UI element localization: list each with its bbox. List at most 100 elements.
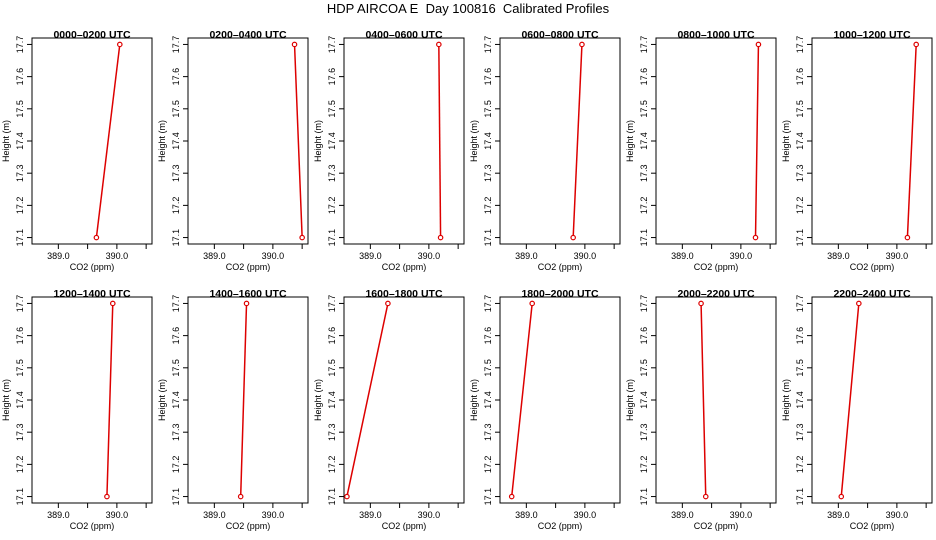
plot-frame	[499, 37, 621, 245]
data-point	[109, 300, 116, 307]
y-axis-label: Height (m)	[1, 379, 11, 421]
y-tick-label: 17.7	[639, 295, 649, 313]
data-point	[237, 493, 244, 500]
profile-line	[840, 303, 860, 497]
y-tick-label: 17.2	[327, 456, 337, 474]
x-axis-label: CO2 (ppm)	[850, 262, 895, 272]
data-point	[104, 493, 110, 500]
y-tick-label: 17.1	[327, 488, 337, 506]
y-tick-label: 17.5	[639, 359, 649, 377]
y-axis-label: Height (m)	[157, 120, 167, 162]
y-tick-label: 17.1	[795, 488, 805, 506]
x-tick-label: 389.0	[671, 251, 694, 261]
y-tick-label: 17.6	[15, 327, 25, 345]
profile-line	[293, 44, 303, 238]
data-point	[856, 300, 862, 307]
y-tick-label: 17.4	[327, 132, 337, 150]
y-tick-label: 17.1	[327, 229, 337, 247]
panel-title: 2200–2400 UTC	[833, 288, 910, 300]
y-tick-label: 17.2	[15, 456, 25, 474]
y-tick-label: 17.3	[327, 423, 337, 441]
data-point	[437, 234, 444, 241]
x-axis-label: CO2 (ppm)	[850, 521, 895, 531]
y-tick-label: 17.6	[327, 327, 337, 345]
x-axis-label: CO2 (ppm)	[382, 262, 427, 272]
x-tick-label: 390.0	[418, 251, 441, 261]
y-tick-label: 17.1	[15, 229, 25, 247]
y-tick-label: 17.7	[15, 36, 25, 54]
data-point	[904, 234, 911, 241]
panel-title: 0200–0400 UTC	[209, 29, 286, 41]
profile-line	[106, 303, 114, 497]
y-tick-label: 17.6	[795, 68, 805, 86]
x-tick-label: 389.0	[515, 510, 538, 520]
y-tick-label: 17.7	[795, 36, 805, 54]
x-tick-label: 389.0	[827, 251, 850, 261]
data-point	[913, 41, 919, 48]
y-axis-label: Height (m)	[625, 379, 635, 421]
y-tick-label: 17.2	[171, 197, 181, 215]
data-point	[436, 41, 442, 48]
y-tick-label: 17.4	[639, 132, 649, 150]
y-tick-label: 17.3	[483, 164, 493, 182]
y-tick-label: 17.5	[327, 100, 337, 118]
x-tick-label: 389.0	[359, 251, 382, 261]
x-axis-label: CO2 (ppm)	[694, 521, 739, 531]
y-tick-label: 17.4	[171, 391, 181, 409]
y-tick-label: 17.6	[483, 68, 493, 86]
x-axis-label: CO2 (ppm)	[538, 521, 583, 531]
data-point	[702, 493, 709, 500]
y-tick-label: 17.7	[639, 36, 649, 54]
panel-title: 1800–2000 UTC	[521, 288, 598, 300]
y-tick-label: 17.3	[639, 164, 649, 182]
y-tick-label: 17.7	[483, 295, 493, 313]
plot-frame	[343, 296, 465, 504]
data-point	[93, 234, 100, 241]
y-tick-label: 17.1	[483, 229, 493, 247]
panel-title: 0400–0600 UTC	[365, 29, 442, 41]
profile-line	[906, 44, 917, 238]
data-point	[344, 493, 350, 500]
data-point	[529, 300, 535, 307]
y-tick-label: 17.1	[15, 488, 25, 506]
x-axis-label: CO2 (ppm)	[694, 262, 739, 272]
y-tick-label: 17.7	[15, 295, 25, 313]
data-point	[508, 493, 515, 500]
y-tick-label: 17.1	[483, 488, 493, 506]
panel-title: 0800–1000 UTC	[677, 29, 754, 41]
y-tick-label: 17.3	[483, 423, 493, 441]
plot-frame	[811, 37, 933, 245]
panel-title: 1000–1200 UTC	[833, 29, 910, 41]
y-tick-label: 17.6	[483, 327, 493, 345]
y-tick-label: 17.6	[639, 68, 649, 86]
profile-line	[700, 303, 707, 497]
x-tick-label: 390.0	[730, 510, 753, 520]
x-tick-label: 389.0	[203, 510, 226, 520]
y-tick-label: 17.6	[171, 68, 181, 86]
y-tick-label: 17.5	[171, 100, 181, 118]
panel-title: 1600–1800 UTC	[365, 288, 442, 300]
y-tick-label: 17.3	[15, 423, 25, 441]
data-point	[752, 234, 759, 241]
profile-line	[510, 303, 533, 497]
y-tick-label: 17.5	[15, 100, 25, 118]
x-tick-label: 390.0	[262, 251, 285, 261]
y-tick-label: 17.1	[639, 229, 649, 247]
x-tick-label: 389.0	[47, 510, 70, 520]
data-point	[698, 300, 704, 307]
data-point	[755, 41, 762, 48]
panel-title: 2000–2200 UTC	[677, 288, 754, 300]
data-point	[838, 493, 845, 500]
profile-line	[346, 303, 389, 497]
y-tick-label: 17.2	[795, 197, 805, 215]
y-tick-label: 17.5	[171, 359, 181, 377]
data-point	[243, 300, 250, 307]
y-tick-label: 17.4	[483, 132, 493, 150]
